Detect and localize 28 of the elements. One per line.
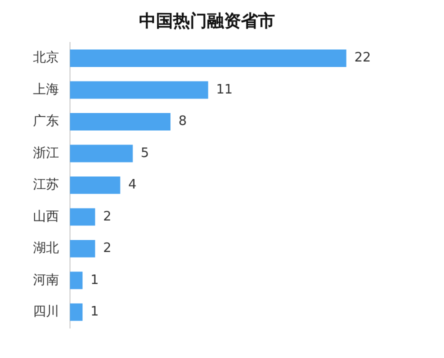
y-tick-label: 上海: [33, 82, 59, 98]
y-tick-label: 四川: [33, 304, 59, 320]
data-label: 2: [103, 241, 112, 256]
y-tick-label: 河南: [33, 272, 59, 288]
bar: [70, 303, 83, 321]
y-tick-label: 广东: [33, 114, 59, 130]
data-label: 2: [103, 209, 112, 224]
bar: [70, 272, 83, 290]
data-label: 11: [216, 82, 233, 98]
data-label: 1: [90, 272, 99, 288]
data-label: 1: [90, 304, 99, 320]
data-label: 22: [354, 50, 371, 66]
data-label: 5: [140, 146, 150, 161]
data-label: 4: [128, 178, 137, 193]
bar: [70, 176, 120, 194]
bar: [70, 144, 133, 162]
bar: [70, 113, 170, 130]
chart-title: 中国热门融资省市: [139, 12, 275, 32]
y-tick-label: 湖北: [33, 241, 59, 256]
bar: [70, 50, 346, 67]
bar: [70, 81, 208, 99]
y-tick-label: 浙江: [33, 146, 59, 161]
y-tick-label: 江苏: [33, 178, 59, 193]
bar: [70, 208, 96, 226]
bar: [70, 240, 96, 258]
data-label: 8: [178, 114, 187, 130]
y-tick-label: 北京: [33, 50, 59, 66]
y-tick-label: 山西: [33, 209, 59, 224]
